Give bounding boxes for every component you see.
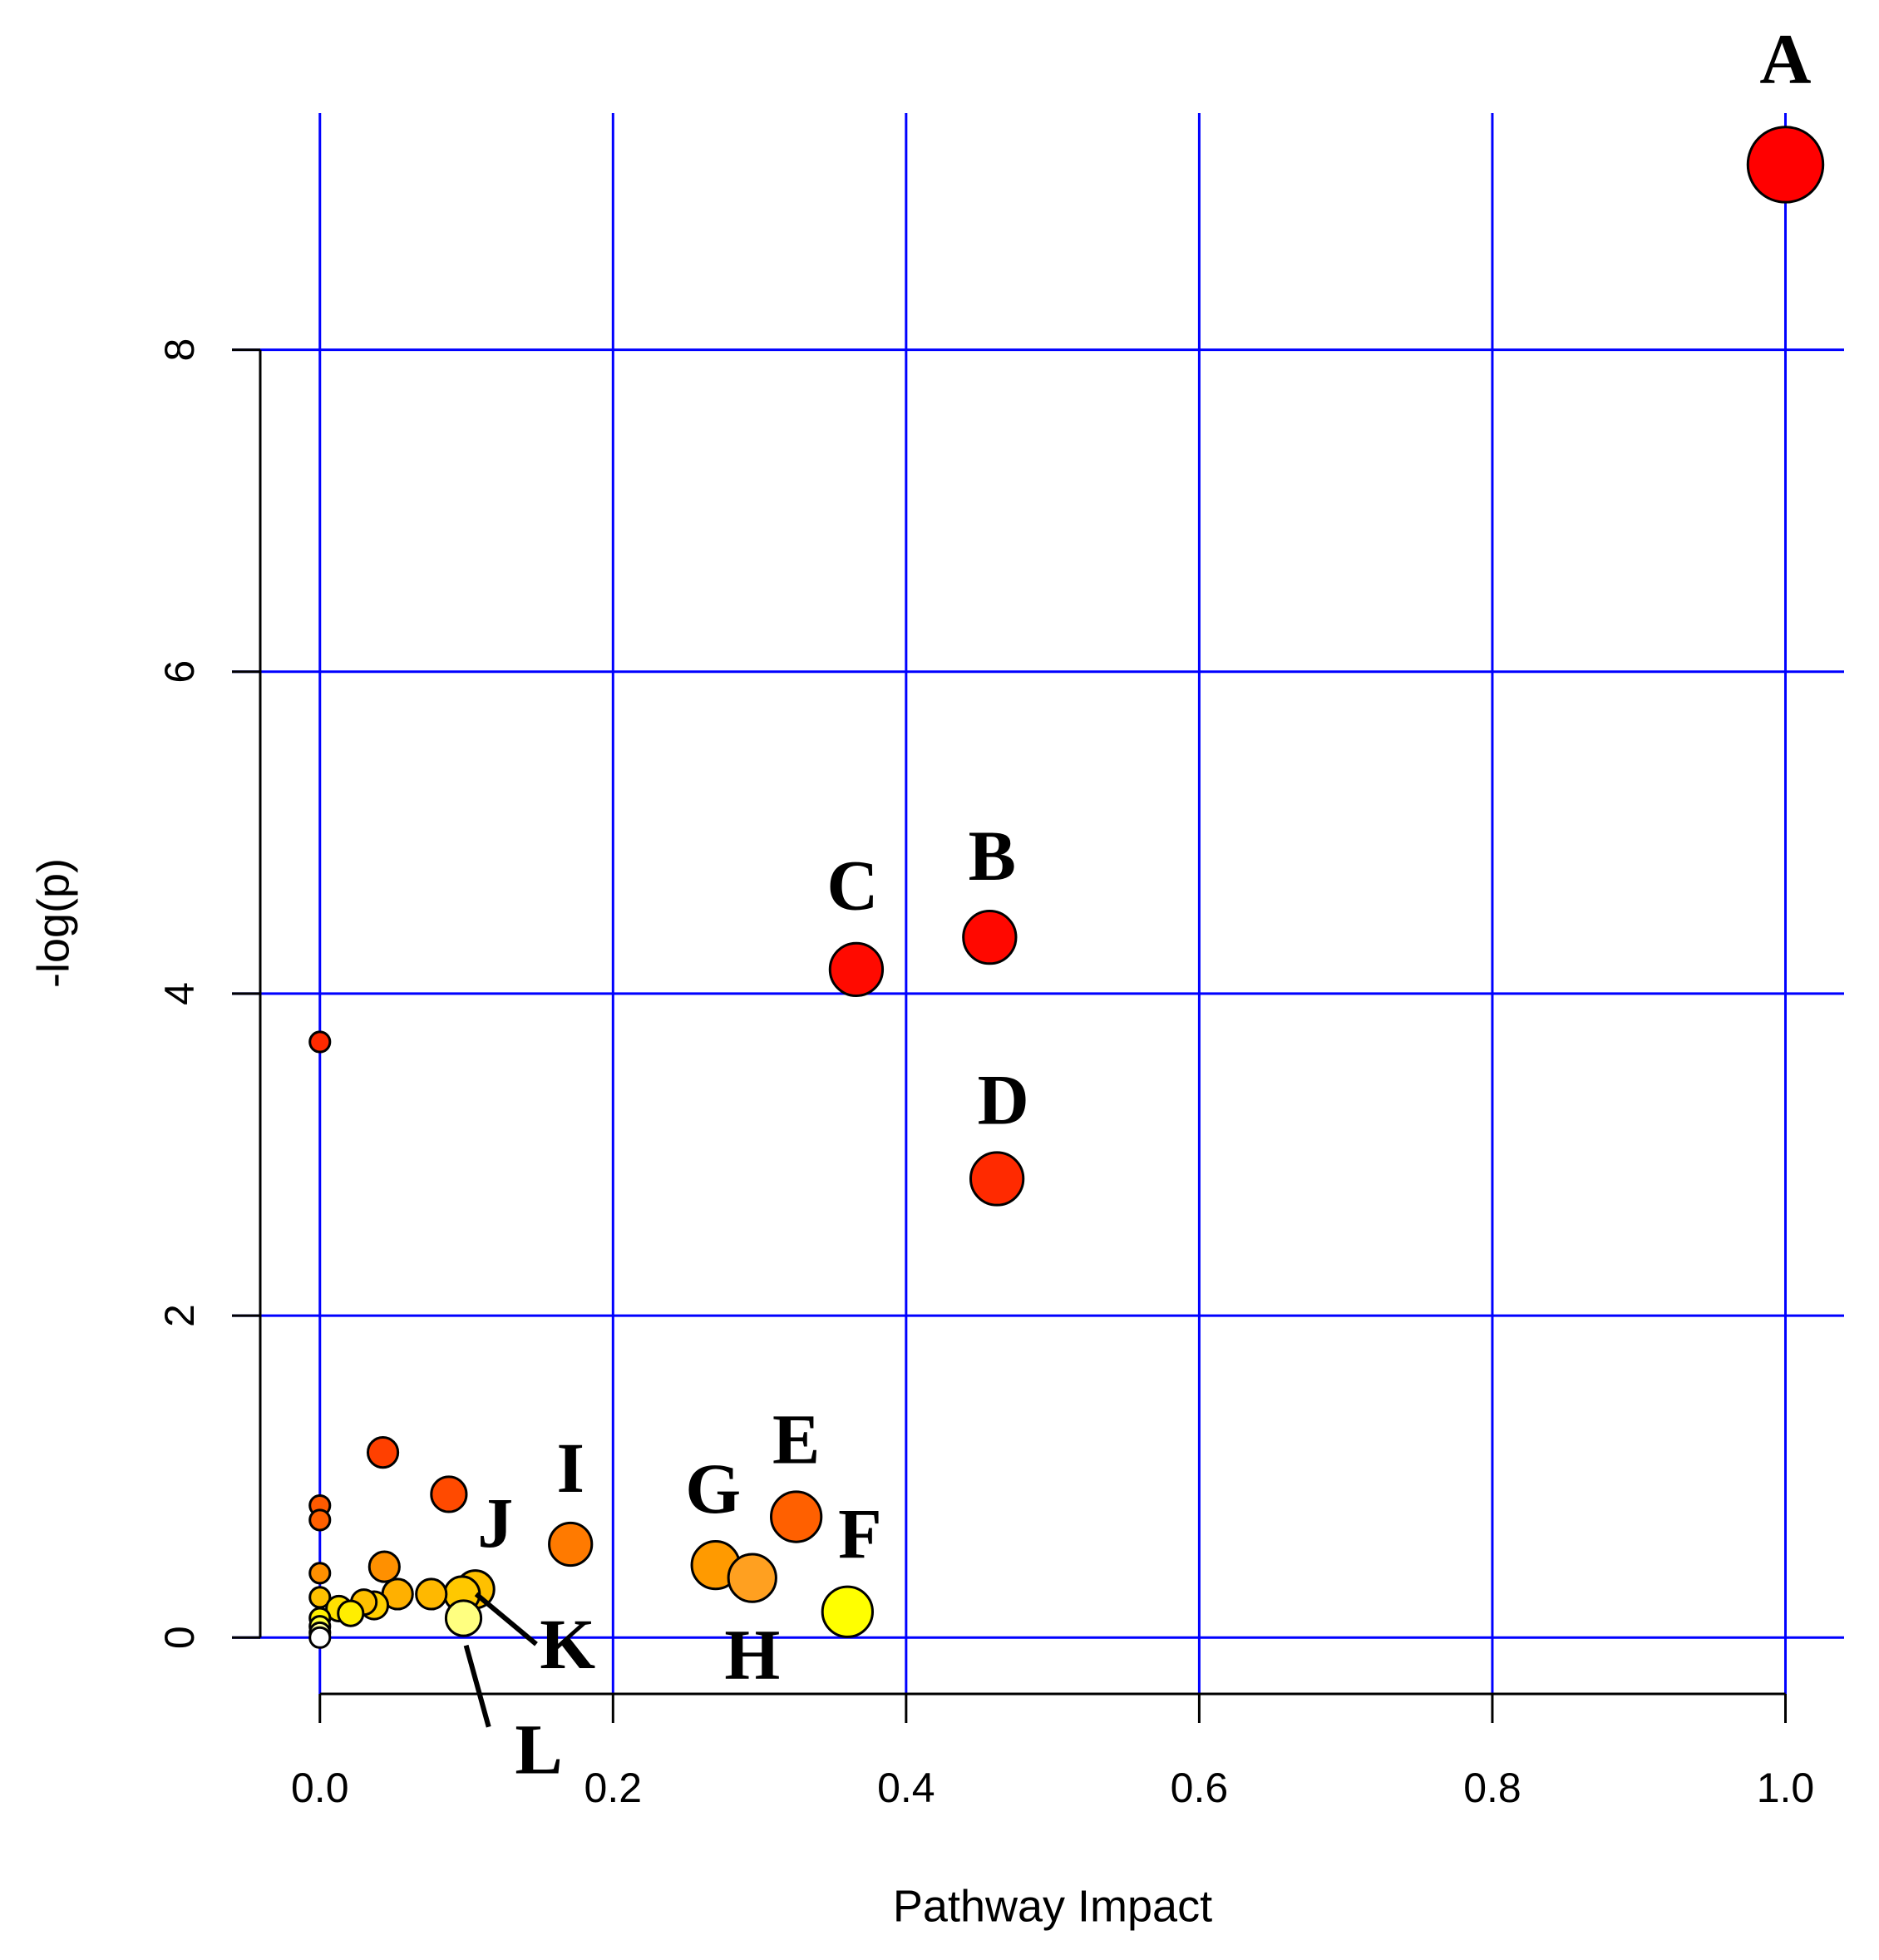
point-label: E <box>772 1399 820 1479</box>
y-tick-label: 6 <box>156 660 203 684</box>
point-label: K <box>540 1604 595 1684</box>
point <box>444 1599 483 1637</box>
x-tick-label: 0.0 <box>291 1765 349 1811</box>
y-tick-label: 8 <box>156 338 203 362</box>
point-label: H <box>724 1614 780 1694</box>
point-label: F <box>838 1494 882 1574</box>
point-label: A <box>1759 19 1811 99</box>
y-tick-label: 4 <box>156 982 203 1005</box>
point <box>1746 126 1825 204</box>
x-tick-label: 0.4 <box>877 1765 935 1811</box>
x-tick-label: 1.0 <box>1757 1765 1815 1811</box>
point <box>727 1553 777 1603</box>
point-label: I <box>556 1428 584 1508</box>
point <box>308 1508 332 1532</box>
point <box>308 1030 332 1054</box>
x-tick-label: 0.2 <box>584 1765 643 1811</box>
point <box>821 1585 874 1638</box>
x-tick-label: 0.6 <box>1171 1765 1229 1811</box>
x-tick-label: 0.8 <box>1463 1765 1521 1811</box>
point <box>367 1550 401 1583</box>
leader-line <box>474 1592 538 1646</box>
point <box>337 1599 365 1627</box>
leader-line <box>463 1644 491 1728</box>
point-label: L <box>515 1710 562 1790</box>
x-axis-title: Pathway Impact <box>893 1881 1212 1931</box>
point <box>308 1626 332 1649</box>
point <box>430 1475 468 1513</box>
point-label: J <box>477 1483 513 1563</box>
point <box>415 1577 448 1611</box>
point <box>366 1436 400 1469</box>
y-axis-title: -log(p) <box>28 858 78 988</box>
y-tick-label: 2 <box>156 1304 203 1327</box>
point <box>969 1151 1025 1207</box>
point <box>770 1490 823 1543</box>
point <box>828 941 885 998</box>
point-label: B <box>969 816 1016 896</box>
point <box>962 910 1018 965</box>
point <box>308 1562 332 1585</box>
point <box>548 1521 594 1568</box>
y-tick-label: 0 <box>156 1626 203 1649</box>
point-label: C <box>826 846 878 926</box>
point-label: D <box>978 1059 1029 1139</box>
point-label: G <box>685 1449 741 1528</box>
